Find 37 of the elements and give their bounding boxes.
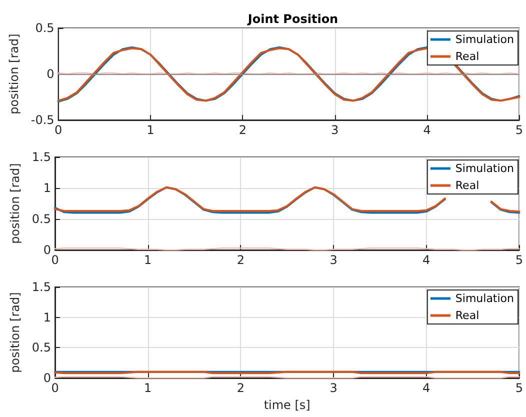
x-tick-label: 1 (146, 123, 154, 137)
y-tick-label: -0.5 (30, 113, 54, 127)
x-tick-label: 4 (423, 123, 431, 137)
y-tick-label: 1 (43, 310, 51, 324)
y-tick-label: 0.5 (32, 212, 51, 226)
x-tick-label: 2 (236, 381, 244, 395)
x-tick-label: 1 (144, 253, 152, 267)
y-tick-label: 1.5 (32, 150, 51, 164)
y-tick-label: 1 (43, 181, 51, 195)
y-tick-label: 0.5 (35, 21, 54, 35)
legend-label: Real (455, 179, 480, 192)
x-tick-label: 1 (144, 381, 152, 395)
y-tick-label: 0 (43, 243, 51, 257)
x-tick-label: 5 (515, 253, 524, 267)
y-axis-title: position [rad] (7, 34, 21, 114)
legend-label: Simulation (455, 292, 514, 305)
x-tick-label: 5 (515, 381, 524, 395)
legend-label: Real (455, 309, 480, 322)
x-axis-title: time [s] (264, 398, 310, 412)
x-tick-label: 4 (422, 381, 430, 395)
x-tick-label: 3 (331, 123, 339, 137)
y-tick-label: 0 (43, 371, 51, 385)
y-tick-label: 0.5 (32, 340, 51, 355)
legend-label: Simulation (455, 162, 514, 175)
legend-label: Simulation (455, 33, 514, 46)
y-tick-label: 0 (46, 67, 54, 81)
chart-title: Joint Position (246, 12, 338, 26)
x-tick-label: 4 (422, 253, 430, 267)
x-tick-label: 3 (330, 253, 338, 267)
x-tick-label: 2 (236, 253, 244, 267)
y-axis-title: position [rad] (8, 163, 22, 244)
legend-label: Real (455, 50, 480, 63)
y-axis-title: position [rad] (8, 292, 22, 373)
x-tick-label: 2 (238, 123, 246, 137)
x-tick-label: 5 (515, 123, 524, 137)
y-tick-label: 1.5 (32, 280, 51, 294)
x-tick-label: 3 (330, 381, 338, 395)
